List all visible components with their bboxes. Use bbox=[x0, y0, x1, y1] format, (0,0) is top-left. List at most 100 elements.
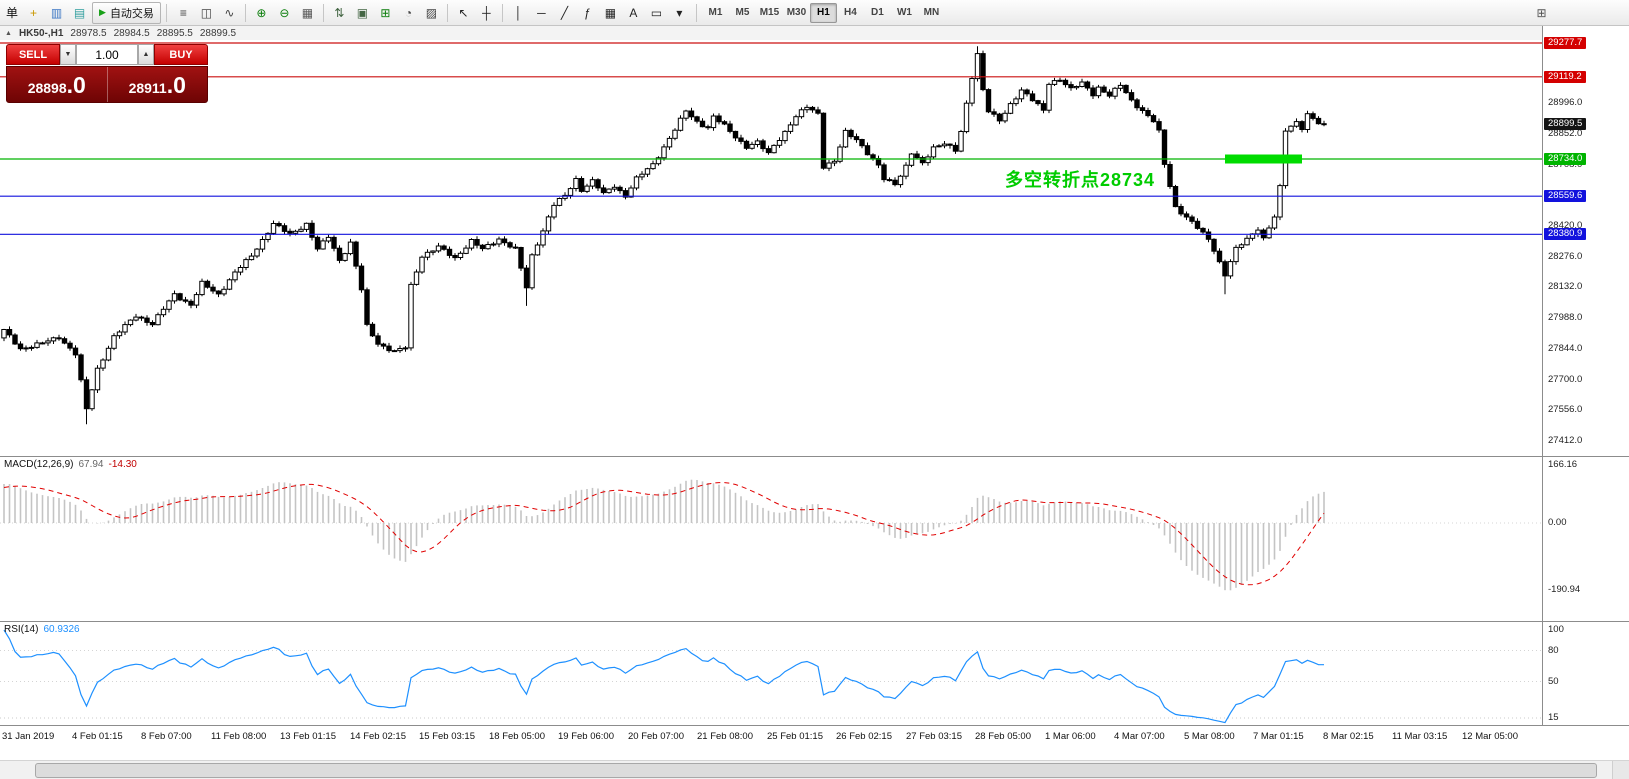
time-axis-label: 28 Feb 05:00 bbox=[975, 731, 1031, 742]
arrange-windows-icon[interactable]: ⇅ bbox=[334, 5, 345, 20]
time-axis-label: 27 Feb 03:15 bbox=[906, 731, 962, 742]
timeframe-buttons: M1 M5 M15 M30 H1 H4 D1 W1 MN bbox=[702, 2, 945, 23]
rsi-axis-label: 15 bbox=[1548, 712, 1559, 723]
horizontal-scrollbar-thumb[interactable] bbox=[35, 763, 1597, 778]
text-icon[interactable]: A bbox=[629, 5, 638, 20]
new-chart-icon[interactable]: ⊞ bbox=[380, 5, 391, 20]
time-axis-label: 4 Mar 07:00 bbox=[1114, 731, 1165, 742]
chart-symbol-period: HK50-,H1 bbox=[18, 27, 64, 39]
timeframe-m1[interactable]: M1 bbox=[708, 7, 723, 18]
rsi-axis-label: 100 bbox=[1548, 624, 1564, 635]
time-axis-label: 13 Feb 01:15 bbox=[280, 731, 336, 742]
time-axis-label: 8 Mar 02:15 bbox=[1323, 731, 1374, 742]
timeframe-mn[interactable]: MN bbox=[923, 7, 940, 18]
period-icon[interactable]: ◔ bbox=[404, 5, 413, 20]
text-label-icon[interactable]: ▭ bbox=[650, 5, 663, 20]
price-tick: 27556.0 bbox=[1548, 404, 1583, 415]
buy-button[interactable]: BUY bbox=[154, 44, 208, 65]
toolbar-icon-groups: ≡ ◫ ∿ ⊕ ⊖ ▦ ⇅ ▣ ⊞ ◔ ▨ ↖ ┼ │ ─ ╱ ƒ ▦ A ▭ ▾ bbox=[172, 2, 691, 24]
price-line-label: 28734.0 bbox=[1544, 153, 1587, 165]
template-icon[interactable]: ▨ bbox=[425, 5, 438, 20]
time-axis[interactable]: 31 Jan 2019 4 Feb 01:15 8 Feb 07:00 11 Feb … bbox=[0, 726, 1629, 748]
timeframe-h1[interactable]: H1 bbox=[809, 2, 837, 23]
time-axis-label: 20 Feb 07:00 bbox=[628, 731, 684, 742]
toolbar-separator bbox=[446, 3, 448, 22]
buy-price[interactable]: 28911 .0 bbox=[108, 67, 208, 102]
market-watch-icon[interactable]: ▥ bbox=[50, 5, 63, 20]
timeframe-w1[interactable]: W1 bbox=[896, 7, 912, 18]
zoom-out-icon[interactable]: ⊖ bbox=[279, 5, 290, 20]
candlestick-chart-icon[interactable]: ◫ bbox=[200, 5, 213, 20]
time-axis-label: 14 Feb 02:15 bbox=[350, 731, 406, 742]
ohlc-high: 28984.5 bbox=[113, 27, 150, 39]
horizontal-scrollbar[interactable] bbox=[0, 760, 1629, 779]
rsi-axis-label: 80 bbox=[1548, 645, 1559, 656]
macd-label: MACD(12,26,9) bbox=[4, 459, 74, 470]
main-price-chart[interactable] bbox=[0, 40, 1542, 457]
grid-icon[interactable]: ▦ bbox=[604, 5, 617, 20]
time-axis-label: 8 Feb 07:00 bbox=[141, 731, 192, 742]
time-axis-label: 11 Feb 08:00 bbox=[211, 731, 267, 742]
time-axis-label: 7 Mar 01:15 bbox=[1253, 731, 1304, 742]
timeframe-m5[interactable]: M5 bbox=[735, 7, 750, 18]
new-window-icon[interactable]: ⊞ bbox=[1536, 5, 1547, 20]
auto-trading-label: 自动交易 bbox=[109, 7, 154, 20]
time-axis-label: 21 Feb 08:00 bbox=[697, 731, 753, 742]
price-tick: 28276.0 bbox=[1548, 251, 1583, 262]
time-axis-label: 12 Mar 05:00 bbox=[1462, 731, 1518, 742]
sell-price[interactable]: 28898 .0 bbox=[7, 67, 108, 102]
menu-item-order[interactable]: 单 bbox=[6, 6, 19, 20]
vertical-line-icon[interactable]: │ bbox=[514, 5, 523, 20]
price-line-label: 28380.9 bbox=[1544, 228, 1587, 240]
toolbar-separator bbox=[322, 3, 324, 22]
macd-value-main: 67.94 bbox=[78, 459, 104, 470]
panel-separator[interactable] bbox=[0, 621, 1629, 622]
time-axis-label: 31 Jan 2019 bbox=[2, 731, 55, 742]
volume-input[interactable] bbox=[76, 44, 138, 65]
macd-axis-label: -190.94 bbox=[1548, 584, 1581, 595]
timeframe-m15[interactable]: M15 bbox=[759, 7, 780, 18]
time-axis-label: 11 Mar 03:15 bbox=[1392, 731, 1448, 742]
time-axis-label: 5 Mar 08:00 bbox=[1184, 731, 1235, 742]
buy-price-pips: .0 bbox=[166, 72, 186, 98]
cursor-icon[interactable]: ↖ bbox=[458, 5, 469, 20]
volume-increase-button[interactable]: ▲ bbox=[138, 44, 154, 65]
price-line-label: 28559.6 bbox=[1544, 190, 1587, 202]
bar-chart-icon[interactable]: ≡ bbox=[179, 5, 187, 20]
rsi-chart[interactable] bbox=[0, 622, 1542, 726]
sell-button[interactable]: SELL bbox=[6, 44, 60, 65]
toolbar-separator bbox=[695, 3, 697, 22]
play-icon: ▶ bbox=[99, 7, 106, 17]
collapse-icon[interactable]: ▲ bbox=[5, 29, 12, 37]
new-order-icon[interactable]: + bbox=[30, 5, 38, 20]
tile-windows-icon[interactable]: ▦ bbox=[301, 5, 314, 20]
rsi-header: RSI(14) 60.9326 bbox=[4, 624, 80, 635]
scrollbar-corner bbox=[1612, 761, 1629, 779]
auto-trading-button[interactable]: ▶ 自动交易 bbox=[92, 1, 161, 24]
panel-separator[interactable] bbox=[0, 456, 1629, 457]
horizontal-line-icon[interactable]: ─ bbox=[537, 5, 546, 20]
volume-decrease-button[interactable]: ▼ bbox=[60, 44, 76, 65]
toolbar-separator bbox=[165, 3, 167, 22]
trendline-icon[interactable]: ╱ bbox=[560, 5, 569, 20]
timeframe-h4[interactable]: H4 bbox=[844, 7, 857, 18]
macd-value-signal: -14.30 bbox=[108, 459, 137, 470]
navigator-icon[interactable]: ▤ bbox=[73, 5, 86, 20]
cascade-windows-icon[interactable]: ▣ bbox=[356, 5, 369, 20]
price-tick: 28996.0 bbox=[1548, 97, 1583, 108]
zoom-in-icon[interactable]: ⊕ bbox=[256, 5, 267, 20]
toolbar-left-icons: + ▥ ▤ bbox=[22, 2, 91, 24]
timeframe-m30[interactable]: M30 bbox=[786, 7, 807, 18]
fibonacci-icon[interactable]: ƒ bbox=[584, 5, 591, 20]
macd-axis-label: 0.00 bbox=[1548, 517, 1567, 528]
crosshair-icon[interactable]: ┼ bbox=[482, 5, 491, 20]
line-chart-icon[interactable]: ∿ bbox=[224, 5, 235, 20]
timeframe-d1[interactable]: D1 bbox=[871, 7, 884, 18]
price-axis[interactable]: 28996.028852.028708.028420.028276.028132… bbox=[1542, 26, 1629, 726]
macd-chart[interactable] bbox=[0, 457, 1542, 622]
price-tick: 28420.0 bbox=[1548, 220, 1583, 231]
arrows-dropdown-icon[interactable]: ▾ bbox=[676, 5, 683, 20]
price-line-label: 29119.2 bbox=[1544, 71, 1586, 83]
price-tick: 27844.0 bbox=[1548, 343, 1583, 354]
